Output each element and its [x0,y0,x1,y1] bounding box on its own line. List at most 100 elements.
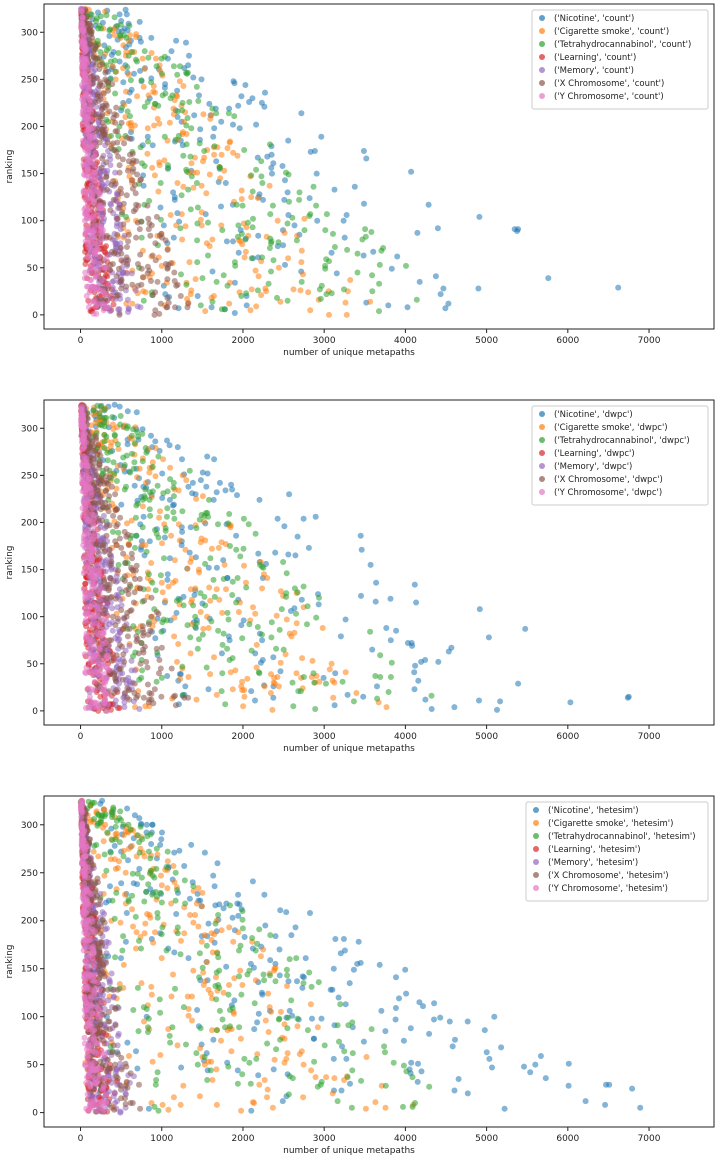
data-point [238,196,245,202]
data-point [130,157,137,164]
data-point [149,459,156,466]
data-point [139,623,146,630]
data-point [404,640,411,646]
data-point [372,673,379,679]
data-point [268,619,275,626]
data-point [89,505,96,512]
data-point [139,836,146,843]
data-point [355,938,362,945]
data-point [369,288,376,295]
data-point [125,98,132,104]
data-point [80,485,87,492]
data-point [284,1050,291,1057]
data-point [93,55,100,62]
data-point [313,614,320,621]
data-point [113,687,119,694]
data-point [434,225,441,232]
data-point [88,64,95,71]
data-point [107,58,114,65]
data-point [323,211,330,218]
data-point [347,277,354,283]
data-point [120,853,127,860]
data-point [360,1038,367,1045]
data-point [177,63,183,70]
data-point [209,298,216,305]
data-point [145,1015,152,1022]
data-point [209,105,216,112]
data-point [565,1060,572,1067]
data-point [176,537,183,544]
data-point [189,479,196,486]
data-point [141,66,148,72]
data-point [210,576,217,583]
data-point [213,564,220,571]
data-point [242,82,249,88]
data-point [84,236,91,243]
data-point [89,91,96,98]
data-point [218,688,225,695]
data-point [114,292,121,299]
data-point [244,675,251,682]
data-point [164,264,171,271]
data-point [498,1044,505,1051]
data-point [116,311,123,318]
data-point [260,196,266,203]
data-point [152,289,159,296]
data-point [390,1059,397,1066]
data-point [111,470,118,477]
data-point [124,531,131,538]
data-point [249,188,256,195]
data-point [92,240,99,247]
data-point [128,270,135,277]
data-point [106,27,113,34]
data-point [270,654,277,661]
data-point [120,625,126,632]
data-point [205,564,212,571]
data-point [164,858,171,865]
data-point [204,1077,211,1083]
data-point [174,1042,181,1049]
data-point [117,808,124,815]
data-point [148,79,155,86]
data-point [123,88,129,95]
data-point [195,885,202,892]
data-point [238,991,245,998]
data-point [168,532,175,539]
data-point [131,812,138,819]
data-point [254,195,261,202]
data-point [81,99,87,106]
data-point [357,532,364,539]
data-point [126,642,133,649]
x-tick-label: 2000 [232,1134,255,1144]
data-point [82,669,89,676]
data-point [94,665,101,672]
data-point [285,551,292,558]
data-point [141,930,148,937]
data-point [207,990,214,997]
data-point [209,949,216,956]
data-point [125,857,131,864]
data-point [268,634,275,641]
data-point [189,993,195,1000]
data-point [382,1104,389,1111]
data-point [110,140,116,147]
data-point [422,696,429,703]
data-point [129,906,135,913]
data-point [86,552,93,559]
data-point [216,596,223,603]
data-point [123,213,129,220]
data-point [254,940,261,947]
data-point [124,270,131,277]
data-point [152,1081,159,1088]
data-point [132,514,139,521]
data-point [145,138,151,145]
data-point [164,617,170,624]
data-point [124,633,131,640]
data-point [236,1024,243,1031]
data-point [124,64,131,71]
data-point [362,226,369,233]
data-point [307,148,314,155]
data-point [148,432,154,439]
data-point [185,186,192,193]
legend-marker [539,450,545,456]
